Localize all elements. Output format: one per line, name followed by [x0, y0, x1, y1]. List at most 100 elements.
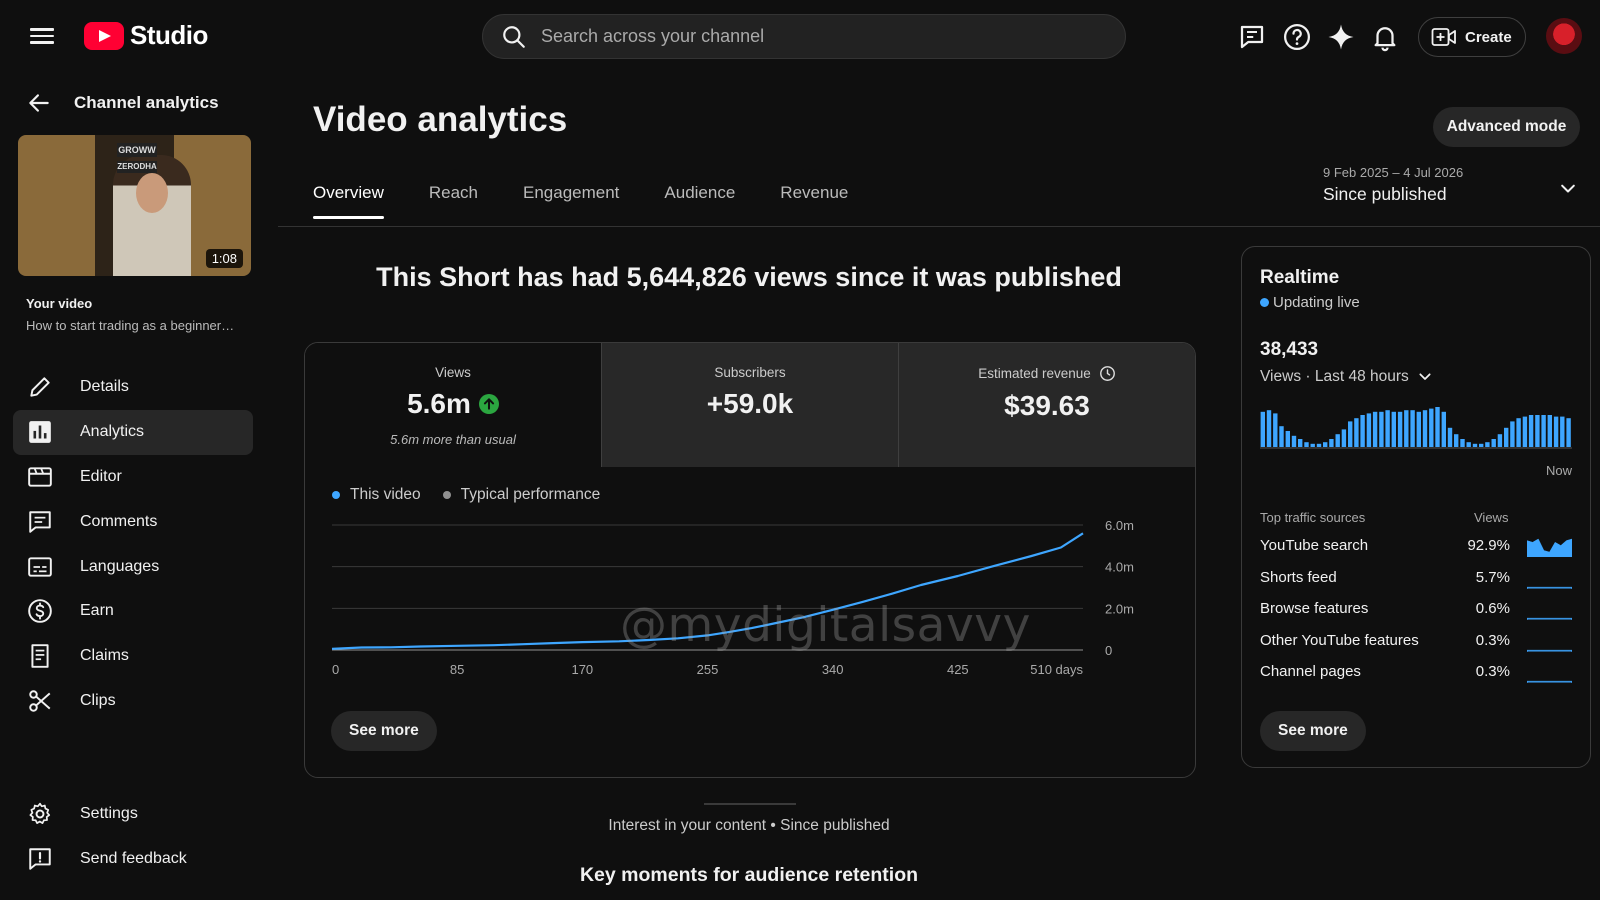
metric-views[interactable]: Views 5.6m 5.6m more than usual — [305, 343, 602, 467]
metric-value: $39.63 — [1004, 390, 1090, 421]
sidebar-item-analytics[interactable]: Analytics — [13, 409, 253, 455]
feedback-icon[interactable] — [1237, 22, 1267, 52]
sparkline-path — [1527, 649, 1572, 652]
realtime-bar — [1460, 439, 1465, 447]
realtime-bar — [1404, 410, 1409, 447]
sidebar-item-claims[interactable]: Claims — [13, 634, 253, 679]
realtime-bar — [1329, 439, 1334, 447]
realtime-bar — [1535, 415, 1540, 447]
views-line-chart[interactable]: 6.0m 4.0m 2.0m 0 0 85 170 255 340 425 510 days — [305, 503, 1195, 693]
realtime-bar — [1528, 415, 1534, 447]
realtime-bar-chart[interactable] — [1260, 407, 1572, 457]
sidebar-item-languages[interactable]: Languages — [13, 544, 253, 589]
search-input[interactable] — [541, 26, 1101, 47]
realtime-bar — [1516, 418, 1521, 447]
bell-icon[interactable] — [1370, 22, 1400, 52]
metric-comparison: 5.6m more than usual — [390, 432, 516, 447]
sparkline-path — [1527, 586, 1572, 589]
tab-engagement[interactable]: Engagement — [523, 183, 620, 202]
traffic-source-sparkline — [1527, 586, 1572, 589]
traffic-source-percent: 0.3% — [1475, 631, 1510, 649]
realtime-bar — [1348, 421, 1353, 447]
back-to-channel-analytics[interactable]: Channel analytics — [26, 90, 219, 116]
metric-subscribers[interactable]: Subscribers +59.0k — [602, 343, 899, 467]
brand-name: Studio — [130, 20, 208, 50]
traffic-source-sparkline — [1527, 649, 1572, 652]
sidebar-item-label: Languages — [80, 557, 160, 575]
traffic-source-sparkline — [1527, 680, 1572, 683]
x-tick-label: 255 — [697, 662, 719, 677]
traffic-source-percent: 5.7% — [1475, 568, 1510, 586]
video-thumbnail[interactable]: GROWW ZERODHA 1:08 — [18, 135, 251, 276]
realtime-bar — [1491, 439, 1496, 447]
sidebar-item-earn[interactable]: Earn — [13, 589, 253, 634]
sidebar-item-label: Clips — [80, 691, 116, 709]
traffic-source-name: Other YouTube features — [1260, 631, 1419, 649]
tab-revenue[interactable]: Revenue — [780, 183, 849, 202]
traffic-source-name: Browse features — [1260, 600, 1369, 617]
realtime-bar — [1279, 426, 1284, 447]
traffic-source-sparkline — [1527, 617, 1572, 620]
sparkline-path — [1527, 680, 1572, 683]
tab-audience[interactable]: Audience — [664, 183, 736, 202]
see-more-button[interactable]: See more — [331, 711, 437, 751]
sidebar-item-clips[interactable]: Clips — [13, 679, 253, 724]
studio-logo[interactable]: Studio — [84, 20, 208, 51]
chevron-down-icon — [1561, 184, 1575, 193]
sidebar-item-settings[interactable]: Settings — [13, 792, 253, 837]
realtime-bar — [1435, 407, 1440, 447]
realtime-bar — [1479, 443, 1484, 447]
realtime-bar — [1341, 429, 1347, 447]
sidebar-item-comments[interactable]: Comments — [13, 499, 253, 544]
legend-item-typical: Typical performance — [442, 486, 601, 504]
sidebar-item-label: Editor — [80, 467, 122, 485]
realtime-bar — [1560, 416, 1565, 447]
legend-dot — [332, 490, 340, 499]
realtime-see-more-button[interactable]: See more — [1260, 711, 1366, 751]
sidebar-item-editor[interactable]: Editor — [13, 455, 253, 500]
x-tick-label: 0 — [332, 662, 339, 677]
avatar[interactable] — [1546, 18, 1582, 54]
traffic-source-percent: 0.6% — [1475, 600, 1510, 617]
date-range-picker[interactable]: 9 Feb 2025 – 4 Jul 2026 Since published — [1323, 165, 1578, 211]
menu-icon[interactable] — [26, 24, 58, 48]
clock-icon[interactable] — [1099, 365, 1116, 382]
sidebar: Channel analytics GROWW ZERODHA 1:08 You… — [0, 72, 270, 900]
traffic-source-row[interactable]: YouTube search 92.9% — [1260, 537, 1572, 559]
thumbnail-sign-bottom: ZERODHA — [117, 161, 157, 173]
help-icon[interactable] — [1282, 22, 1312, 52]
advanced-mode-button[interactable]: Advanced mode — [1433, 107, 1580, 147]
traffic-source-percent: 92.9% — [1467, 537, 1510, 554]
feedback-icon — [27, 846, 53, 872]
tab-reach[interactable]: Reach — [428, 183, 478, 202]
traffic-source-row[interactable]: Browse features 0.6% — [1260, 600, 1572, 622]
realtime-bar — [1366, 413, 1372, 447]
video-title[interactable]: How to start trading as a beginner… — [26, 318, 235, 333]
top-bar: Studio Create — [0, 0, 1600, 72]
legend-label: Typical performance — [460, 486, 601, 503]
sidebar-item-details[interactable]: Details — [13, 365, 253, 410]
metric-value: +59.0k — [706, 388, 794, 419]
realtime-period-dropdown[interactable]: Views · Last 48 hours — [1260, 368, 1433, 386]
sidebar-item-label: Details — [80, 378, 129, 396]
views-headline: This Short has had 5,644,826 views since… — [376, 262, 1122, 292]
traffic-source-name: YouTube search — [1260, 537, 1369, 554]
key-moments-title: Key moments for audience retention — [579, 864, 919, 886]
sparkle-icon[interactable] — [1326, 22, 1356, 52]
create-button[interactable]: Create — [1418, 17, 1526, 57]
sidebar-item-send-feedback[interactable]: Send feedback — [13, 837, 253, 882]
sidebar-nav: Details Analytics Editor Comments Langua… — [13, 365, 253, 723]
metric-estimated-revenue[interactable]: Estimated revenue $39.63 — [899, 343, 1195, 467]
realtime-bar — [1266, 410, 1272, 447]
traffic-source-row[interactable]: Shorts feed 5.7% — [1260, 569, 1572, 591]
live-label: Updating live — [1273, 294, 1360, 311]
tab-overview[interactable]: Overview — [313, 183, 384, 219]
chevron-down-icon — [1419, 373, 1431, 380]
sidebar-item-label: Analytics — [80, 423, 145, 441]
search-bar[interactable] — [482, 14, 1126, 59]
languages-icon — [27, 554, 53, 580]
traffic-source-row[interactable]: Other YouTube features 0.3% — [1260, 632, 1572, 654]
views-header: Views — [1474, 510, 1509, 525]
realtime-bar — [1379, 411, 1384, 447]
traffic-source-row[interactable]: Channel pages 0.3% — [1260, 663, 1572, 685]
